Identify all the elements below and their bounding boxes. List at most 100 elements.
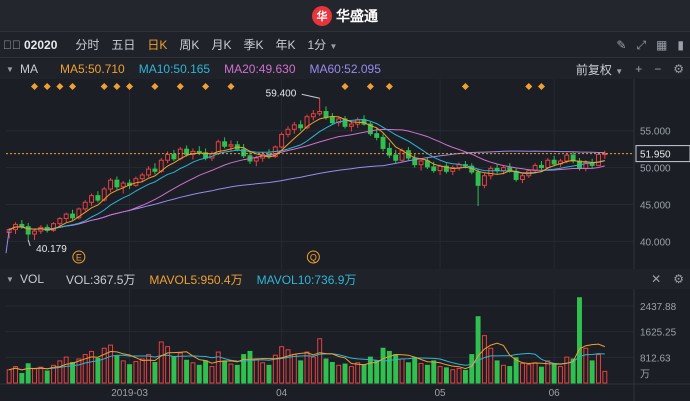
candle-body [82,201,88,210]
minus-icon[interactable]: − [654,62,662,76]
sidebar-icon[interactable]: ▮ [677,38,684,52]
volume-bar [120,360,126,384]
grid-icon[interactable]: ▦ [656,38,668,52]
close-icon[interactable]: ✕ [651,272,662,286]
volume-bar [95,357,101,384]
gear-icon[interactable]: ⚙ [673,62,684,76]
add-icon[interactable]: + [635,62,643,76]
volume-bar [583,347,589,384]
candle-body [139,174,145,180]
gear-icon[interactable]: ⚙ [673,272,684,286]
ma10-value: MA10:50.165 [138,62,211,76]
collapse-triangle-icon[interactable]: ▼ [6,274,14,284]
candle-body [488,167,494,177]
price-axis-label: 50.000 [640,164,671,175]
candle-body [437,165,443,172]
candle-body [152,168,158,172]
candle-body [386,147,392,156]
price-chart[interactable]: 55.000 50.000 45.000 40.000 51.950 59.400 40.1… [0,79,690,269]
volume-bar [469,354,475,384]
tab-period-3[interactable]: 周K [179,38,200,52]
interval-dropdown[interactable]: 1分 ▼ [301,36,343,53]
volume-bar [13,366,18,384]
volume-bar [171,356,177,384]
signal-diamond-icon [151,82,159,91]
candle-body [317,111,323,115]
candle-body [443,165,449,172]
volume-bar [336,364,342,384]
tab-period-0[interactable]: 分时 [75,38,100,52]
volume-bar [348,366,354,384]
tab-period-2[interactable]: 日K [147,38,168,52]
candle-body [348,123,354,127]
volume-bar [177,352,183,384]
candle-body [171,153,177,160]
price-axis-label: 55.000 [640,127,671,138]
volume-bar [545,360,551,384]
volume-bar [380,347,386,384]
candle-body [393,154,399,161]
candle-body [108,179,114,190]
candle-body [336,118,342,124]
pencil-icon[interactable]: ✎ [616,38,627,52]
chevron-down-icon: ▼ [329,42,338,51]
volume-bar [367,356,373,384]
volume-bar [329,361,335,384]
ma5-value: MA5:50.710 [60,62,125,76]
volume-bar [412,357,418,384]
candle-body [184,148,190,155]
candle-body [51,223,56,231]
x-axis-label: 06 [549,388,561,399]
candle-body [450,167,456,172]
candle-body [228,144,234,147]
volume-chart[interactable]: 2437.88 1625.25 812.63 万 2019-03 04 05 06 [0,289,690,401]
candle-body [19,223,25,228]
adjust-dropdown[interactable]: 前复权 ▼ [576,61,623,78]
candle-body [551,159,557,165]
volume-indicator-name[interactable]: VOL [20,272,45,286]
tab-period-6[interactable]: 年K [275,38,296,52]
collapse-triangle-icon[interactable]: ▼ [6,64,14,74]
price-axis-label: 40.000 [640,237,671,248]
title-bar: 华 华盛通 [0,0,690,32]
volume-bar [399,358,405,384]
ma20-line [9,128,605,231]
price-axis-label: 45.000 [640,201,671,212]
volume-bar [89,350,95,384]
low-annotation: 40.179 [36,244,67,255]
candle-body [114,179,120,188]
tab-period-5[interactable]: 季K [243,38,264,52]
candle-body [380,136,386,149]
volume-bar [247,350,253,384]
vol-axis-label: 1625.25 [640,328,677,339]
volume-bar [589,360,595,384]
candle-body [120,182,126,188]
volume-bar [558,366,563,384]
mavol5-line [9,342,605,371]
collapse-panel-icon[interactable]: ▯⃒ [3,37,21,52]
volume-bar [146,354,152,384]
tab-period-4[interactable]: 月K [211,38,232,52]
candle-body [570,154,576,162]
ma10-line [9,118,605,231]
candle-body [279,133,285,148]
expand-icon[interactable]: ⤢ [636,37,647,52]
vol-axis-label: 812.63 [640,353,671,364]
candle-body [418,160,424,166]
tab-period-1[interactable]: 五日 [111,38,136,52]
main-indicator-name[interactable]: MA [20,62,38,76]
candle-body [298,124,304,129]
volume-bar [602,370,608,384]
app-logo: 华 华盛通 [312,5,378,26]
volume-bar [57,360,63,384]
high-annotation: 59.400 [266,88,297,99]
volume-bar [323,358,329,384]
volume-bar [361,364,367,384]
candle-body [241,148,247,157]
volume-bar [241,354,247,384]
candle-body [57,218,63,225]
volume-bar [272,354,278,384]
candle-body [519,175,525,180]
volume-bar [44,370,50,384]
volume-bar [532,362,538,384]
